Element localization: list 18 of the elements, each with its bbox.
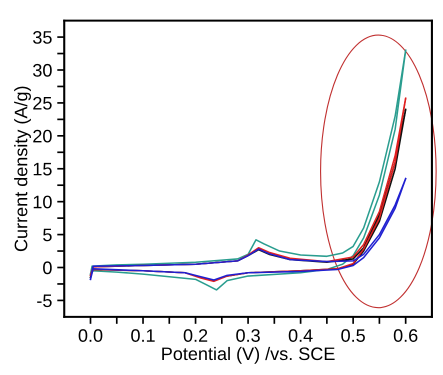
y-tick-label: 0 [43, 261, 52, 274]
y-tick-label: 10 [34, 196, 52, 208]
x-tick-label: 0.5 [341, 329, 365, 342]
x-tick-label: 0.3 [236, 329, 260, 342]
y-tick-label: 20 [33, 130, 52, 143]
y-tick-label: 35 [33, 31, 52, 44]
x-axis-title: Potential (V) /vs. SCE [162, 346, 335, 364]
y-tick-label: 5 [43, 228, 52, 242]
x-tick-label: 0.1 [131, 329, 155, 342]
y-tick-label: -5 [37, 294, 52, 308]
x-tick-label: 0.4 [288, 329, 313, 342]
y-axis-title: Current density (A/g) [14, 86, 31, 252]
x-tick-label: 0.2 [184, 329, 208, 342]
x-tick-label: 0.6 [394, 329, 418, 342]
y-tick-label: 25 [33, 96, 52, 110]
y-tick-label: 15 [34, 162, 52, 176]
x-tick-label: 0.0 [78, 329, 102, 342]
y-tick-label: 30 [33, 64, 52, 77]
